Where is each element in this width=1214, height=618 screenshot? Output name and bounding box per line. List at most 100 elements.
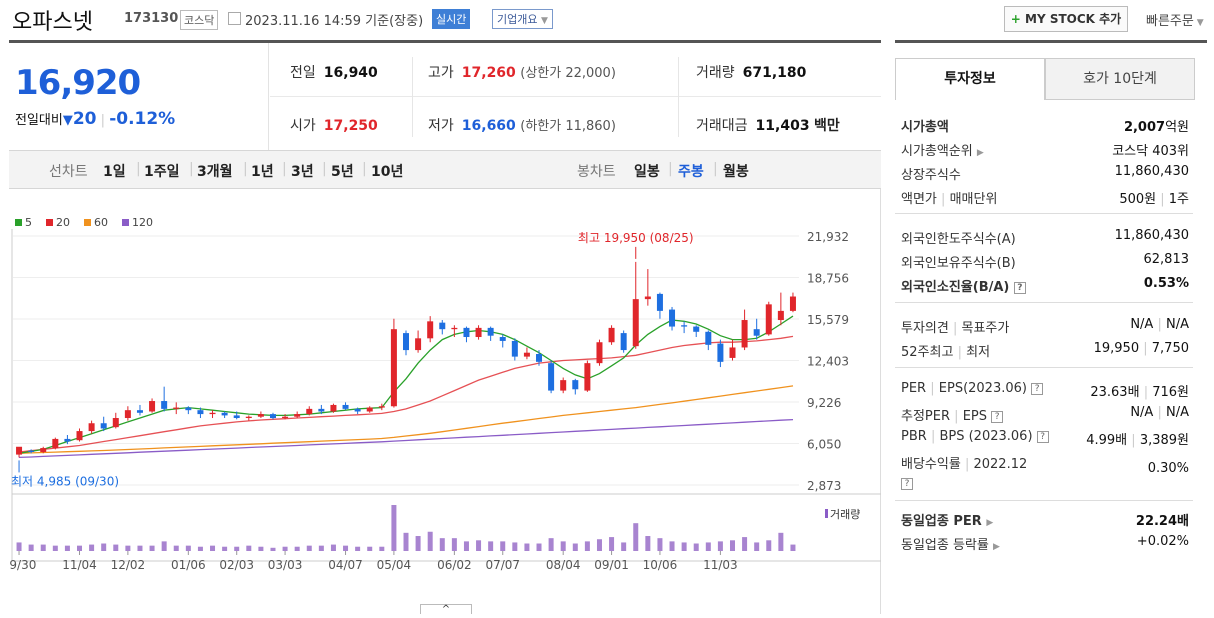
candle-body xyxy=(536,354,543,362)
tab-order-book[interactable]: 호가 10단계 xyxy=(1045,58,1195,100)
down-arrow-icon: ▼ xyxy=(62,113,73,128)
collapse-button[interactable]: ^ xyxy=(420,604,472,615)
volume-bar xyxy=(77,545,83,551)
volume-bar xyxy=(16,542,22,551)
volume-bar xyxy=(234,546,240,551)
help-icon[interactable]: ? xyxy=(1036,430,1049,443)
stats-divider xyxy=(270,96,881,97)
volume-bar xyxy=(657,538,663,551)
volume-bar xyxy=(609,537,615,551)
y-tick-label: 18,756 xyxy=(807,271,849,285)
y-tick-label: 2,873 xyxy=(807,479,841,493)
volume-bar xyxy=(669,541,675,551)
candle-body xyxy=(173,407,180,409)
corp-info-dropdown[interactable]: 기업개요 ▼ xyxy=(492,9,553,29)
volume-legend-swatch xyxy=(825,509,828,518)
volume-bar xyxy=(210,545,216,551)
candle-body xyxy=(269,414,276,419)
volume-bar xyxy=(173,545,179,551)
volume-bar xyxy=(548,538,554,551)
tab-investment-info[interactable]: 투자정보 xyxy=(895,58,1045,100)
candle-body xyxy=(656,293,663,311)
candle-body xyxy=(644,296,651,300)
realtime-button[interactable]: 실시간 xyxy=(432,9,471,29)
volume-bar xyxy=(403,532,409,551)
candle-body xyxy=(245,416,252,419)
candle-body xyxy=(306,408,313,415)
period-1w[interactable]: 1주일 xyxy=(144,164,180,180)
stat-volume: 거래량 671,180 xyxy=(696,65,807,81)
x-tick-label: 05/04 xyxy=(377,558,412,572)
volume-bar xyxy=(596,539,602,551)
candle-body xyxy=(233,415,240,419)
candle-body xyxy=(427,321,434,339)
volume-bar xyxy=(52,545,58,551)
x-tick-label: 07/07 xyxy=(485,558,520,572)
candle-body xyxy=(632,299,639,347)
divider: | xyxy=(189,161,194,177)
candle-body xyxy=(729,347,736,358)
period-3m[interactable]: 3개월 xyxy=(197,164,233,180)
volume-bar xyxy=(246,545,252,551)
moving-average-ma60 xyxy=(18,385,794,454)
candle-body xyxy=(257,414,264,417)
legend-label: 60 xyxy=(94,216,108,229)
candle-body xyxy=(511,340,518,357)
x-tick-label: 09/30 xyxy=(9,558,36,572)
candlestick-chart-svg[interactable]: 5 20 60 120 21,932 18,756 15,579 12,403 9,226 6,0… xyxy=(2,189,881,614)
stat-low: 저가 16,660 (하한가 11,860) xyxy=(428,118,616,134)
candle-weekly[interactable]: 주봉 xyxy=(678,164,704,180)
info-tabs: 투자정보 호가 10단계 xyxy=(895,58,1195,100)
candle-body xyxy=(209,412,216,415)
volume-bar xyxy=(584,541,590,551)
candle-body xyxy=(584,363,591,391)
period-3y[interactable]: 3년 xyxy=(291,164,314,180)
period-5y[interactable]: 5년 xyxy=(331,164,354,180)
candle-body xyxy=(378,406,385,408)
volume-bar xyxy=(161,541,167,551)
help-icon[interactable]: ? xyxy=(1013,281,1026,294)
line-chart-label: 선차트 xyxy=(49,164,88,180)
change-label: 전일대비 xyxy=(15,113,63,128)
x-tick-label: 08/04 xyxy=(546,558,581,572)
help-icon[interactable]: ? xyxy=(1031,382,1044,395)
candle-body xyxy=(28,450,35,452)
x-tick-label: 03/03 xyxy=(268,558,303,572)
volume-bar xyxy=(766,540,772,551)
candle-daily[interactable]: 일봉 xyxy=(634,164,660,180)
volume-bar xyxy=(270,547,276,551)
help-icon[interactable]: ? xyxy=(991,410,1004,423)
candle-body xyxy=(185,407,192,411)
candle-body xyxy=(669,309,676,327)
volume-bar xyxy=(633,523,639,551)
period-10y[interactable]: 10년 xyxy=(371,164,404,180)
candle-body xyxy=(16,446,23,455)
help-icon[interactable]: ? xyxy=(901,478,913,490)
volume-bar xyxy=(778,532,784,551)
volume-bar xyxy=(512,542,518,551)
candle-body xyxy=(64,438,71,442)
candle-monthly[interactable]: 월봉 xyxy=(723,164,749,180)
candle-chart-label: 봉차트 xyxy=(577,164,616,180)
period-1y[interactable]: 1년 xyxy=(251,164,274,180)
candle-body xyxy=(717,343,724,362)
change-percent: -0.12% xyxy=(109,109,176,129)
candle-body xyxy=(318,408,325,412)
volume-bar xyxy=(367,546,373,551)
volume-bar xyxy=(729,540,735,551)
volume-bar xyxy=(379,546,385,551)
candle-body xyxy=(342,404,349,409)
my-stock-add-button[interactable]: + MY STOCK 추가 xyxy=(1004,6,1128,32)
divider: | xyxy=(713,161,718,177)
quick-order-button[interactable]: 빠른주문 ▼ xyxy=(1146,14,1204,29)
candle-body xyxy=(705,331,712,345)
stock-chart[interactable]: 5 20 60 120 21,932 18,756 15,579 12,403 9,226 6,0… xyxy=(2,189,881,614)
candle-body xyxy=(487,327,494,336)
chevron-up-icon: ^ xyxy=(441,604,451,615)
legend-label: 20 xyxy=(56,216,70,229)
chart-toolbar: 선차트 1일 | 1주일 | 3개월 | 1년 | 3년 | 5년 | 10년 … xyxy=(9,150,881,189)
period-1d[interactable]: 1일 xyxy=(103,164,126,180)
candle-body xyxy=(136,410,143,413)
candle-body xyxy=(330,404,337,412)
candle-body xyxy=(40,448,47,452)
